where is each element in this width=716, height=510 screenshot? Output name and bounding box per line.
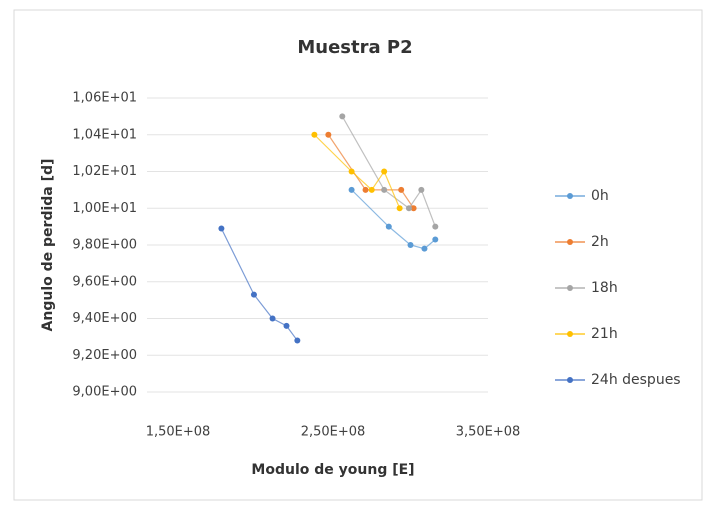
point (269, 315, 276, 322)
legend-marker (567, 377, 573, 383)
y-tick-label: 9,60E+00 (72, 274, 137, 289)
point (348, 168, 355, 175)
point (311, 131, 318, 138)
x-tick-label: 3,50E+08 (456, 425, 521, 440)
point (396, 205, 403, 212)
point (218, 225, 225, 232)
point (368, 186, 375, 193)
y-tick-label: 1,04E+01 (72, 127, 137, 142)
y-axis-label: Angulo de perdida [d] (40, 159, 56, 332)
legend-label: 21h (591, 326, 618, 342)
chart-title: Muestra P2 (297, 37, 412, 58)
legend-label: 18h (591, 280, 618, 296)
legend-label: 2h (591, 234, 609, 250)
point (339, 113, 346, 120)
legend-marker (567, 239, 573, 245)
point (407, 242, 414, 248)
x-tick-label: 2,50E+08 (301, 425, 366, 440)
y-tick-label: 1,00E+01 (72, 201, 137, 216)
point (432, 236, 439, 243)
legend-label: 0h (591, 188, 609, 204)
point (381, 186, 388, 193)
legend-marker (567, 193, 573, 199)
legend-marker (567, 331, 573, 337)
point (410, 205, 417, 212)
y-tick-label: 9,40E+00 (72, 311, 137, 326)
y-tick-label: 9,20E+00 (72, 348, 137, 363)
point (421, 245, 428, 252)
y-tick-label: 9,80E+00 (72, 238, 137, 253)
point (348, 186, 355, 193)
y-tick-label: 1,02E+01 (72, 164, 137, 179)
point (294, 337, 301, 344)
y-tick-label: 1,06E+01 (72, 91, 137, 106)
legend-label: 24h despues (591, 372, 681, 388)
point (250, 291, 257, 298)
point (432, 223, 439, 230)
point (283, 322, 290, 329)
x-tick-label: 1,50E+08 (146, 425, 211, 440)
x-axis-label: Modulo de young [E] (251, 462, 414, 478)
point (398, 186, 405, 193)
point (418, 186, 425, 193)
point (362, 186, 369, 193)
chart-frame (13, 9, 703, 501)
y-tick-label: 9,00E+00 (72, 385, 137, 400)
point (385, 223, 392, 230)
legend-marker (567, 285, 573, 291)
point (405, 205, 412, 212)
point (325, 131, 332, 138)
point (381, 168, 388, 175)
